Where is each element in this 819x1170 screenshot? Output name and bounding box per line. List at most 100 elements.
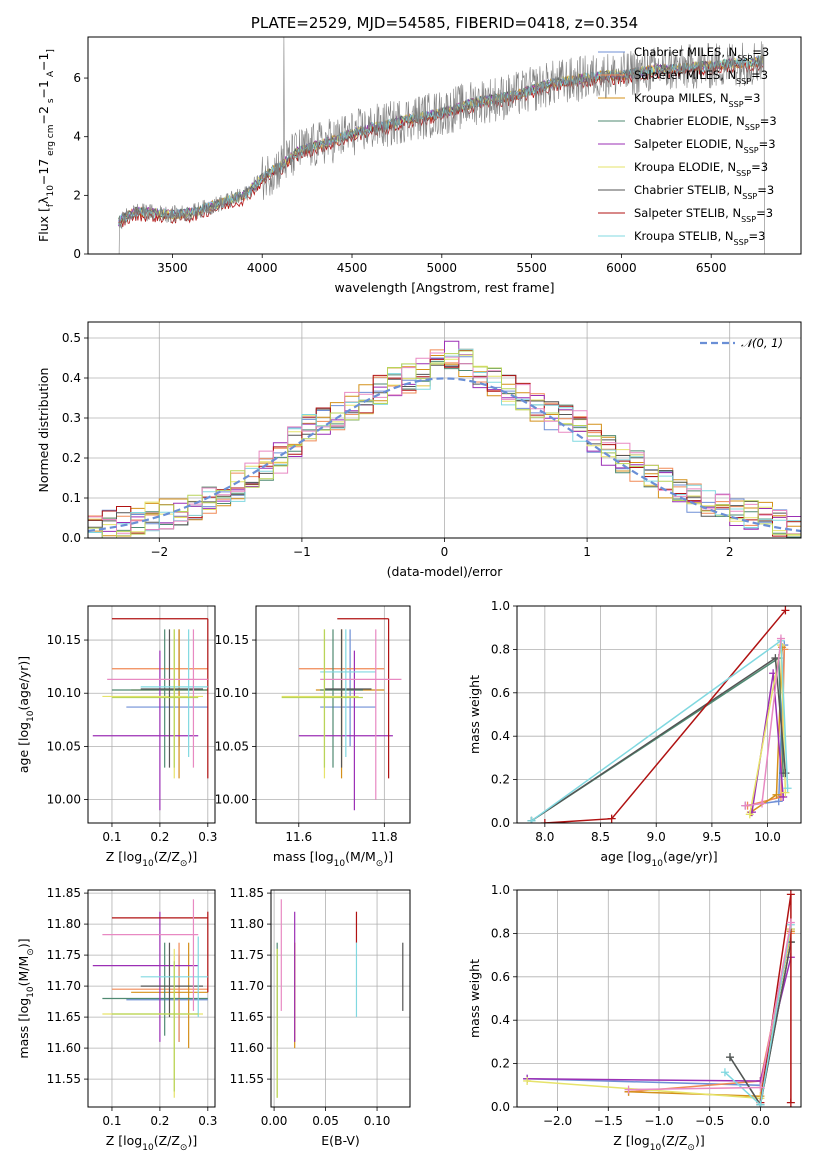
x-tick-label: −1.0 xyxy=(644,1114,673,1128)
legend: 𝒩(0, 1) xyxy=(700,336,783,350)
y-tick-label: 11.65 xyxy=(47,1010,81,1024)
weight-line xyxy=(531,639,789,822)
x-tick-label: −2.0 xyxy=(543,1114,572,1128)
x-tick-label: 1 xyxy=(583,545,591,559)
y-tick-label: 10.10 xyxy=(47,686,81,700)
x-tick-label: 0.2 xyxy=(150,1114,169,1128)
x-tick-label: 8.0 xyxy=(535,830,554,844)
data-point xyxy=(281,629,363,768)
weight-marker xyxy=(756,1100,765,1107)
axes-frame xyxy=(270,889,411,1108)
data-point xyxy=(140,942,204,1018)
weight-marker xyxy=(772,790,781,799)
y-tick-label: 0.0 xyxy=(491,816,510,830)
y-tick-label: 0.0 xyxy=(62,531,81,545)
weight-marker xyxy=(774,797,783,806)
data-point xyxy=(281,629,359,779)
weight-marker xyxy=(540,819,549,823)
x-tick-label: 10.0 xyxy=(754,830,781,844)
weight-marker xyxy=(720,1068,729,1077)
x-tick-label: 0.3 xyxy=(198,830,217,844)
weight-marker xyxy=(776,634,785,643)
y-tick-label: 10.05 xyxy=(47,739,81,753)
data-point xyxy=(111,629,199,768)
grid-lines xyxy=(271,890,410,1107)
legend-entry: Kroupa ELODIE, NSSP=3 xyxy=(634,160,768,178)
normal-curve xyxy=(88,377,801,533)
y-tick-label: 0.5 xyxy=(62,331,81,345)
plot-area xyxy=(281,618,402,811)
data-point xyxy=(324,629,372,768)
x-axis-label: wavelength [Angstrom, rest frame] xyxy=(334,280,554,295)
data-point xyxy=(111,961,199,1092)
weight-marker xyxy=(783,784,792,793)
plot-area xyxy=(88,340,801,538)
weight-line xyxy=(759,894,792,1103)
axes-frame xyxy=(87,605,216,824)
x-tick-label: 11.8 xyxy=(371,830,398,844)
x-tick-label: 6500 xyxy=(696,261,727,275)
axes-frame xyxy=(87,36,802,255)
y-tick-label: 0.3 xyxy=(62,411,81,425)
y-tick-label: 11.55 xyxy=(230,1072,264,1086)
y-axis-label: mass [log10(M/M⊙)] xyxy=(16,938,36,1058)
x-tick-label: 0.10 xyxy=(364,1114,391,1128)
weight-marker xyxy=(786,918,795,927)
x-axis-label: (data-model)/error xyxy=(387,564,504,579)
axes-frame xyxy=(516,889,802,1108)
residual-histogram xyxy=(88,340,801,538)
y-tick-label: 0.4 xyxy=(62,371,81,385)
y-tick-label: 0.4 xyxy=(491,729,510,743)
data-point xyxy=(102,948,204,1098)
data-point xyxy=(337,618,390,779)
y-tick-label: 11.80 xyxy=(230,917,264,931)
x-axis-label: Z [log10(Z/Z⊙)] xyxy=(106,1133,197,1153)
weight-marker xyxy=(527,816,536,823)
y-tick-label: 0.2 xyxy=(491,773,510,787)
x-tick-label: 11.6 xyxy=(285,830,312,844)
weight-marker xyxy=(726,1053,734,1062)
chart-title: PLATE=2529, MJD=54585, FIBERID=0418, z=0… xyxy=(251,14,638,32)
panel-mass-weight-vs-Z: −2.0 −1.5 −1.0 −0.5 0.0 0.0 0.2 0.4 0.6 0.8 1.0 Z [… xyxy=(467,883,802,1153)
y-axis-label: age [log10(age/yr)] xyxy=(16,656,36,773)
y-tick-label: 10.00 xyxy=(47,793,81,807)
x-tick-label: −2 xyxy=(150,545,168,559)
data-point xyxy=(102,899,199,1011)
x-tick-label: 3500 xyxy=(157,261,188,275)
y-tick-label: 11.75 xyxy=(47,948,81,962)
plot-area xyxy=(92,899,209,1098)
y-axis-label: mass weight xyxy=(467,959,482,1038)
x-axis-label: Z [log10(Z/Z⊙)] xyxy=(613,1133,704,1153)
y-tick-label: 10.15 xyxy=(47,633,81,647)
panel-mass-weight-vs-age: 8.0 8.5 9.0 9.5 10.0 0.0 0.2 0.4 0.6 0.8 1.0 age [l… xyxy=(467,599,802,869)
x-tick-label: 0.00 xyxy=(261,1114,288,1128)
axes-frame xyxy=(87,321,802,539)
x-tick-label: 5500 xyxy=(516,261,547,275)
weight-marker xyxy=(741,801,750,810)
data-point xyxy=(320,629,376,758)
grid-lines xyxy=(517,889,801,1108)
x-axis-label: E(B-V) xyxy=(321,1133,360,1148)
y-tick-label: 0.8 xyxy=(491,642,510,656)
y-tick-label: 1.0 xyxy=(491,883,510,897)
legend-entry: Salpeter MILES, NSSP=3 xyxy=(634,68,768,86)
weight-marker xyxy=(758,799,767,808)
data-point xyxy=(320,629,376,747)
weight-marker xyxy=(745,810,754,819)
data-point xyxy=(102,629,204,779)
ticks: −2 −1 0 1 2 0.0 0.1 0.2 0.3 0.4 0.5 xyxy=(62,331,734,559)
x-axis-label: age [log10(age/yr)] xyxy=(600,849,717,869)
y-axis-label: Flux [fλ10−17 erg cm−2 s−1 A−1] xyxy=(36,49,56,242)
x-tick-label: 9.0 xyxy=(647,830,666,844)
grid-lines xyxy=(88,606,215,823)
y-tick-label: 0.6 xyxy=(491,970,510,984)
x-tick-label: 9.5 xyxy=(702,830,721,844)
ticks: 3500 4000 4500 5000 5500 6000 6500 0 2 4 6 xyxy=(73,71,726,275)
y-tick-label: 10.05 xyxy=(215,739,249,753)
panel-age-vs-mass: 11.6 11.8 10.00 10.05 10.10 10.15 mass [log10(… xyxy=(215,605,411,869)
x-axis-label: Z [log10(Z/Z⊙)] xyxy=(106,849,197,869)
ticks: 0.00 0.05 0.10 11.55 11.60 11.65 11.70 11.75 11.… xyxy=(230,886,391,1128)
x-tick-label: 0.1 xyxy=(102,830,121,844)
weight-marker xyxy=(786,1098,795,1107)
plot-area xyxy=(527,606,792,823)
